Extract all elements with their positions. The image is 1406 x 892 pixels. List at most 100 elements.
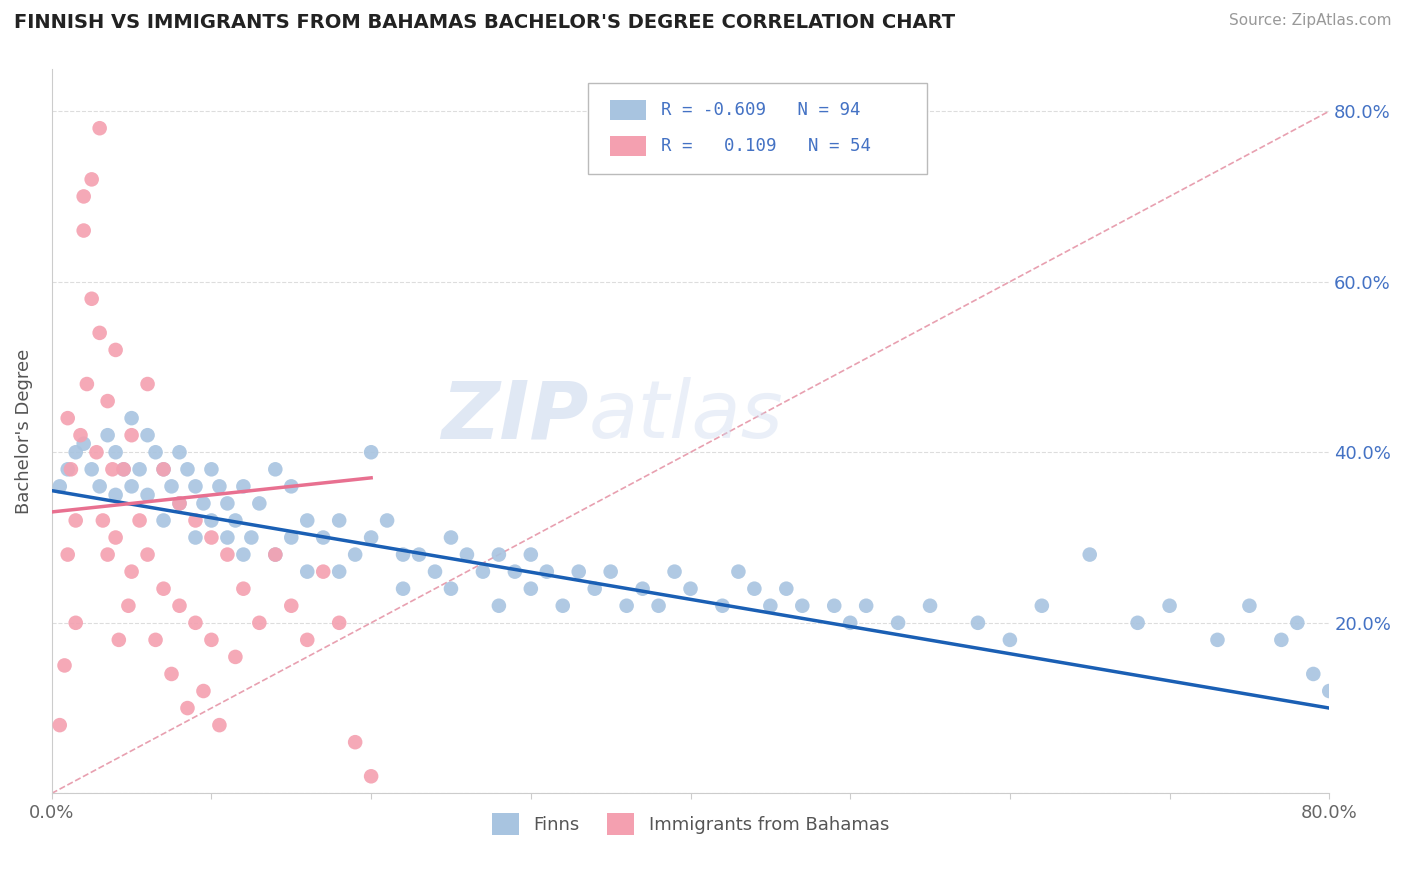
Point <box>232 582 254 596</box>
Point <box>551 599 574 613</box>
Point <box>160 479 183 493</box>
Point <box>488 599 510 613</box>
Point <box>1126 615 1149 630</box>
Point <box>280 599 302 613</box>
Point <box>97 428 120 442</box>
Point <box>112 462 135 476</box>
Point <box>217 548 239 562</box>
Point <box>328 513 350 527</box>
Point <box>224 649 246 664</box>
FancyBboxPatch shape <box>610 136 645 156</box>
Point <box>280 531 302 545</box>
Point <box>48 479 70 493</box>
Point <box>1078 548 1101 562</box>
Point <box>392 582 415 596</box>
Point <box>456 548 478 562</box>
Point <box>152 462 174 476</box>
Point <box>1031 599 1053 613</box>
Point <box>312 531 335 545</box>
Point <box>392 548 415 562</box>
Point <box>184 479 207 493</box>
Point <box>169 599 191 613</box>
Point <box>647 599 669 613</box>
Point <box>240 531 263 545</box>
Point <box>200 531 222 545</box>
Point <box>136 488 159 502</box>
Point <box>360 445 382 459</box>
Point <box>184 615 207 630</box>
Point <box>176 462 198 476</box>
Point <box>440 582 463 596</box>
FancyBboxPatch shape <box>588 83 927 174</box>
Point <box>264 462 287 476</box>
Point <box>440 531 463 545</box>
Point <box>679 582 702 596</box>
Point <box>1317 684 1340 698</box>
Point <box>247 496 270 510</box>
Point <box>616 599 638 613</box>
Point <box>69 428 91 442</box>
Point <box>503 565 526 579</box>
Point <box>520 582 543 596</box>
Point <box>232 548 254 562</box>
Point <box>200 462 222 476</box>
Point <box>1206 632 1229 647</box>
Point <box>152 513 174 527</box>
Point <box>312 565 335 579</box>
Point <box>48 718 70 732</box>
Point <box>104 531 127 545</box>
Point <box>152 582 174 596</box>
Point <box>80 172 103 186</box>
Point <box>217 531 239 545</box>
Point <box>297 513 319 527</box>
Point <box>112 462 135 476</box>
Point <box>344 735 367 749</box>
Point <box>136 428 159 442</box>
Point <box>264 548 287 562</box>
Point <box>855 599 877 613</box>
Point <box>56 548 79 562</box>
Point <box>145 445 167 459</box>
Point <box>121 565 143 579</box>
Point <box>631 582 654 596</box>
Point <box>121 428 143 442</box>
Point <box>408 548 430 562</box>
Text: Source: ZipAtlas.com: Source: ZipAtlas.com <box>1229 13 1392 29</box>
Point <box>360 531 382 545</box>
Text: FINNISH VS IMMIGRANTS FROM BAHAMAS BACHELOR'S DEGREE CORRELATION CHART: FINNISH VS IMMIGRANTS FROM BAHAMAS BACHE… <box>14 13 955 32</box>
Point <box>967 615 990 630</box>
Point <box>86 445 108 459</box>
Point <box>471 565 494 579</box>
Point <box>998 632 1021 647</box>
Point <box>488 548 510 562</box>
Point <box>108 632 131 647</box>
Point <box>101 462 124 476</box>
Point <box>56 462 79 476</box>
Point <box>89 326 111 340</box>
Point <box>65 445 87 459</box>
Point <box>104 488 127 502</box>
Point <box>375 513 398 527</box>
Point <box>117 599 139 613</box>
Point <box>423 565 446 579</box>
Point <box>80 292 103 306</box>
Point <box>53 658 76 673</box>
Point <box>200 632 222 647</box>
Point <box>328 565 350 579</box>
Point <box>775 582 797 596</box>
Point <box>169 496 191 510</box>
Point <box>232 479 254 493</box>
Point <box>1302 667 1324 681</box>
Point <box>89 479 111 493</box>
Point <box>193 684 215 698</box>
Point <box>200 513 222 527</box>
Point <box>297 565 319 579</box>
Point <box>328 615 350 630</box>
Point <box>224 513 246 527</box>
Point <box>145 632 167 647</box>
Point <box>823 599 845 613</box>
Point <box>280 479 302 493</box>
Point <box>887 615 910 630</box>
Point <box>176 701 198 715</box>
Point <box>104 343 127 357</box>
